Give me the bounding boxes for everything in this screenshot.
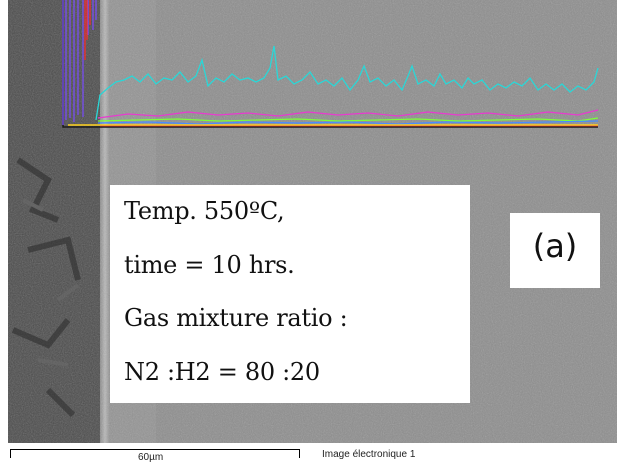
linescan-onset (62, 0, 97, 125)
image-caption: Image électronique 1 (322, 449, 416, 460)
gas-mixture-label: Gas mixture ratio : (124, 304, 348, 332)
resin-texture (11, 157, 81, 418)
linescan-cyan (95, 45, 599, 121)
temperature-text: Temp. 550ºC, (124, 197, 285, 225)
conditions-annotation-box: Temp. 550ºC, time = 10 hrs. Gas mixture … (110, 185, 470, 403)
gas-ratio-text: N2 :H2 = 80 :20 (124, 358, 320, 386)
linescan-plot (62, 0, 599, 128)
panel-label: (a) (532, 227, 578, 265)
panel-label-box: (a) (510, 213, 600, 288)
image-footer (0, 443, 617, 466)
scale-bar-label: 60µm (138, 452, 164, 463)
scale-bar (10, 449, 300, 458)
time-text: time = 10 hrs. (124, 251, 295, 279)
